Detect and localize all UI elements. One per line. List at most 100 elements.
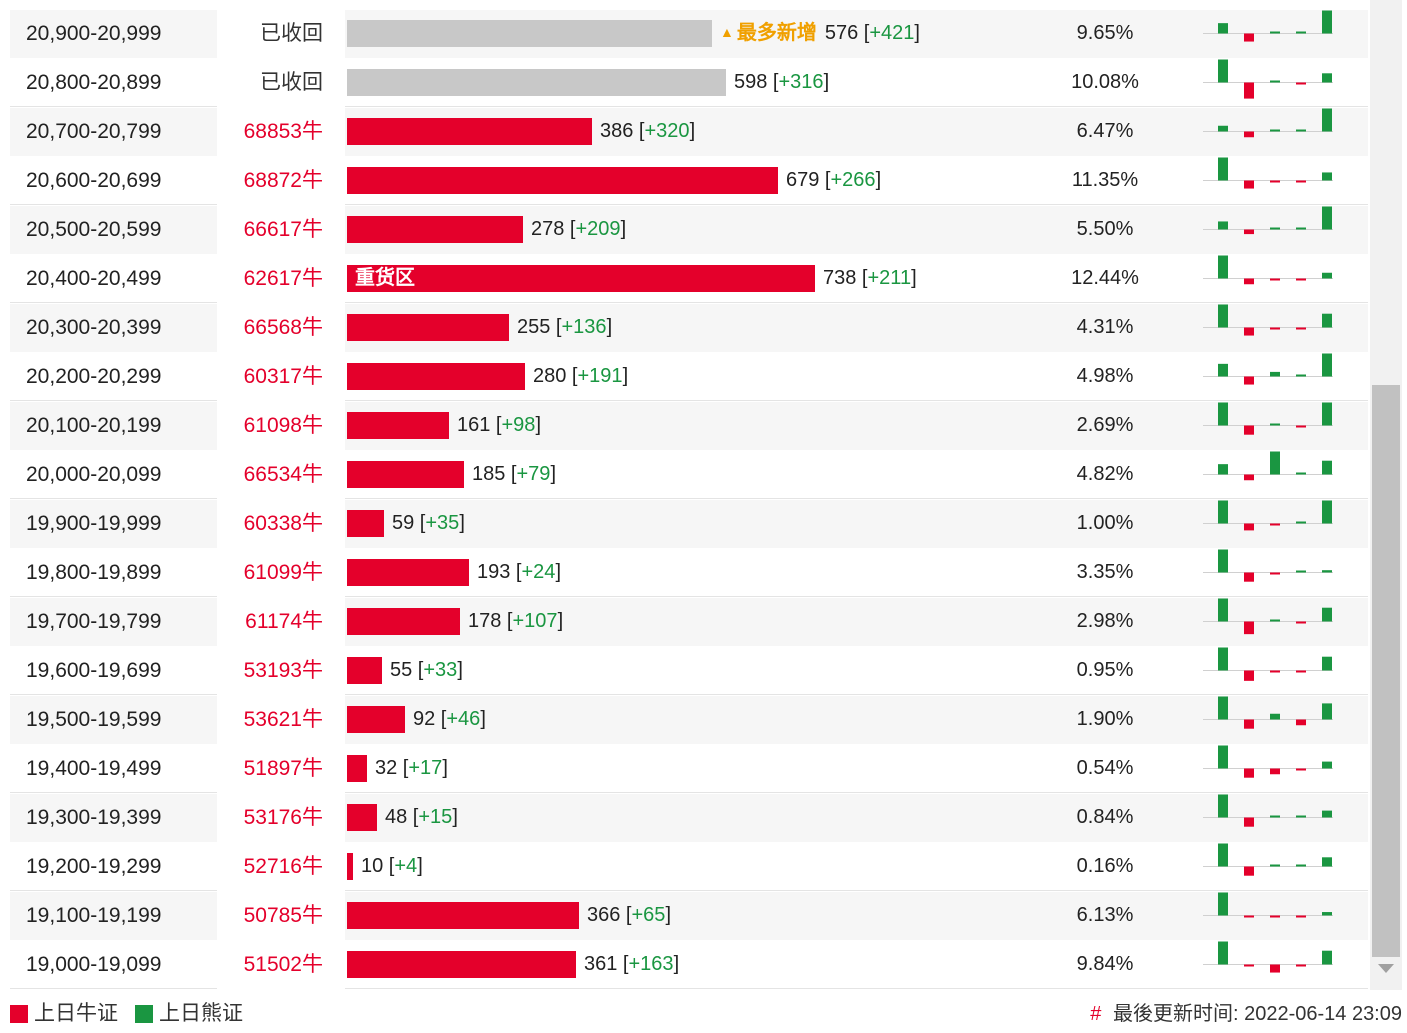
count-value: 55 [+33] <box>390 659 463 681</box>
sparkline-bar <box>1244 670 1254 681</box>
percent-value: 5.50% <box>1076 218 1134 240</box>
count-change: +65 <box>631 904 666 926</box>
count-number: 576 <box>824 22 859 44</box>
percent-value: 12.44% <box>1071 267 1139 289</box>
cbbc-code[interactable]: 53176牛 <box>243 806 323 829</box>
scroll-down-arrow-icon[interactable] <box>1378 964 1394 973</box>
range-label: 19,600-19,699 <box>26 659 162 682</box>
table-row: 19,600-19,699 53193牛 55 [+33] 0.95% <box>10 647 1368 695</box>
sparkline-bar <box>1270 864 1280 867</box>
cbbc-code[interactable]: 68853牛 <box>243 120 323 143</box>
sparkline-bar <box>1296 82 1306 85</box>
table-row: 20,600-20,699 68872牛 679 [+266] 11.35% <box>10 157 1368 205</box>
cbbc-code[interactable]: 50785牛 <box>243 904 323 927</box>
count-bar <box>347 167 778 194</box>
cbbc-code[interactable]: 66617牛 <box>243 218 323 241</box>
sparkline-bar <box>1218 794 1228 818</box>
sparkline-bar <box>1244 523 1254 531</box>
sparkline-bar <box>1270 31 1280 34</box>
scrollbar-thumb[interactable] <box>1372 385 1400 957</box>
count-bar <box>347 216 523 243</box>
range-label: 20,400-20,499 <box>26 267 162 290</box>
last-updated: # 最後更新时间: 2022-06-14 23:09 <box>1090 1002 1402 1026</box>
sparkline-bar <box>1218 647 1228 671</box>
sparkline-bar <box>1322 761 1332 769</box>
range-label: 19,100-19,199 <box>26 904 162 927</box>
sparkline-bar <box>1296 864 1306 867</box>
sparkline-bar <box>1244 425 1254 435</box>
cbbc-code[interactable]: 52716牛 <box>243 855 323 878</box>
sparkline-bar <box>1244 915 1254 918</box>
legend-bull-swatch <box>10 1005 28 1023</box>
count-change: +17 <box>408 757 443 779</box>
trend-sparkline <box>1203 304 1333 336</box>
count-value: 738 [+211] <box>823 267 917 289</box>
range-label: 20,100-20,199 <box>26 414 162 437</box>
sparkline-bar <box>1322 108 1332 132</box>
count-bar <box>347 657 382 684</box>
table-row: 19,100-19,199 50785牛 366 [+65] 6.13% <box>10 892 1368 940</box>
count-bar <box>347 118 592 145</box>
count-value: 178 [+107] <box>468 610 564 632</box>
sparkline-bar <box>1322 656 1332 671</box>
percent-value: 9.65% <box>1076 22 1134 44</box>
vertical-scrollbar[interactable] <box>1370 0 1402 990</box>
cbbc-code[interactable]: 62617牛 <box>243 267 323 290</box>
cbbc-code[interactable]: 66534牛 <box>243 463 323 486</box>
cbbc-code[interactable]: 51502牛 <box>243 953 323 976</box>
range-label: 20,900-20,999 <box>26 22 162 45</box>
sparkline-bar <box>1270 327 1280 330</box>
table-row: 20,900-20,999 已收回 ▲ 最多新增 576 [+421] 9.65% <box>10 10 1368 58</box>
last-updated-time: 2022-06-14 23:09 <box>1244 1003 1402 1025</box>
percent-value: 4.31% <box>1076 316 1134 338</box>
cbbc-code: 已收回 <box>260 22 323 45</box>
range-label: 19,300-19,399 <box>26 806 162 829</box>
cbbc-code[interactable]: 61174牛 <box>245 610 323 633</box>
count-bar <box>347 69 726 96</box>
trend-sparkline <box>1203 598 1333 635</box>
range-label: 20,600-20,699 <box>26 169 162 192</box>
table-row: 19,300-19,399 53176牛 48 [+15] 0.84% <box>10 794 1368 842</box>
count-change: +421 <box>869 22 915 44</box>
range-label: 19,700-19,799 <box>26 610 162 633</box>
count-change: +79 <box>516 463 551 485</box>
cbbc-code[interactable]: 60317牛 <box>243 365 323 388</box>
count-change: +107 <box>512 610 558 632</box>
sparkline-bar <box>1270 371 1280 377</box>
count-change: +136 <box>561 316 607 338</box>
trend-sparkline <box>1203 59 1333 99</box>
cbbc-code[interactable]: 68872牛 <box>243 169 323 192</box>
trend-sparkline <box>1203 892 1333 918</box>
count-bar <box>347 559 469 586</box>
sparkline-bar <box>1218 598 1228 622</box>
count-number: 92 <box>413 708 436 730</box>
cbbc-code[interactable]: 61099牛 <box>243 561 323 584</box>
footer: 上日牛证 上日熊证 # 最後更新时间: 2022-06-14 23:09 <box>0 990 1407 1033</box>
sparkline-bar <box>1270 227 1280 230</box>
sparkline-bar <box>1322 402 1332 426</box>
count-change: +46 <box>446 708 481 730</box>
cbbc-code[interactable]: 53621牛 <box>243 708 323 731</box>
sparkline-bar <box>1244 33 1254 42</box>
cbbc-code[interactable]: 60338牛 <box>243 512 323 535</box>
cbbc-code[interactable]: 53193牛 <box>243 659 323 682</box>
count-change: +320 <box>644 120 690 142</box>
sparkline-bar <box>1270 180 1280 183</box>
count-bar: 重货区 <box>347 265 815 292</box>
table-row: 20,400-20,499 62617牛 重货区 738 [+211] 12.44% <box>10 255 1368 303</box>
count-number: 366 <box>587 904 621 926</box>
sparkline-bar <box>1218 157 1228 181</box>
sparkline-bar <box>1322 353 1332 377</box>
cbbc-code[interactable]: 61098牛 <box>243 414 323 437</box>
cbbc-code[interactable]: 51897牛 <box>243 757 323 780</box>
sparkline-bar <box>1244 278 1254 285</box>
trend-sparkline <box>1203 647 1333 681</box>
table-row: 20,700-20,799 68853牛 386 [+320] 6.47% <box>10 108 1368 156</box>
count-bar <box>347 608 460 635</box>
sparkline-bar <box>1322 570 1332 573</box>
range-label: 20,700-20,799 <box>26 120 162 143</box>
sparkline-bar <box>1244 964 1254 967</box>
cbbc-code[interactable]: 66568牛 <box>243 316 323 339</box>
sparkline-bar <box>1244 719 1254 729</box>
range-label: 19,400-19,499 <box>26 757 162 780</box>
